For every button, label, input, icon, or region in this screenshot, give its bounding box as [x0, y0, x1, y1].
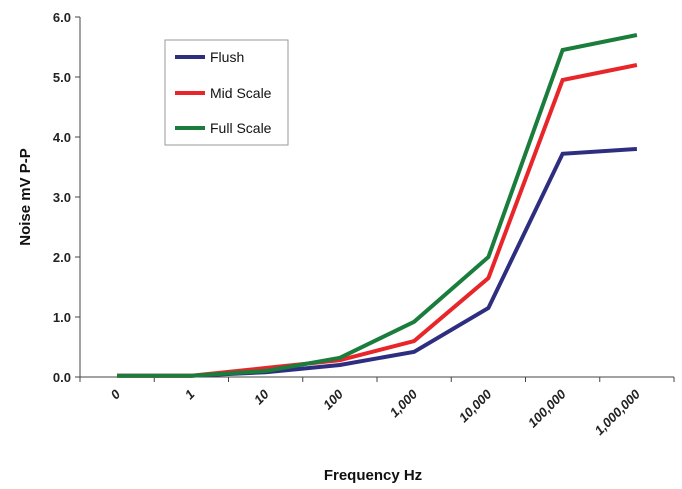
- legend-item-full-scale: Full Scale: [175, 120, 272, 136]
- y-tick-label: 1.0: [53, 310, 71, 325]
- legend-item-mid-scale: Mid Scale: [175, 85, 272, 101]
- legend: Flush Mid Scale Full Scale: [164, 39, 289, 146]
- x-tick-label: 1,000: [387, 386, 421, 420]
- y-tick-label: 0.0: [53, 370, 71, 385]
- legend-label-mid-scale: Mid Scale: [210, 85, 272, 101]
- y-axis-title: Noise mV P-P: [17, 148, 34, 246]
- y-tick-label: 3.0: [53, 190, 71, 205]
- series-line-full-scale: [117, 33, 638, 378]
- y-tick-label: 4.0: [53, 130, 71, 145]
- x-tick-label: 100,000: [525, 386, 569, 430]
- series-lines: [117, 33, 638, 378]
- x-axis-title: Frequency Hz: [324, 467, 422, 484]
- legend-label-flush: Flush: [210, 49, 244, 65]
- y-tick-label: 2.0: [53, 250, 71, 265]
- x-axis-ticks: 0 1 10 100 1,000 10,000 100,000 1,000,000: [79, 377, 675, 438]
- x-tick-label: 10,000: [456, 386, 495, 425]
- y-tick-label: 6.0: [53, 10, 71, 25]
- x-tick-label: 1: [182, 387, 198, 403]
- x-tick-label: 100: [320, 386, 346, 412]
- x-tick-label: 0: [108, 386, 124, 402]
- x-tick-label: 1,000,000: [591, 386, 643, 438]
- y-tick-label: 5.0: [53, 70, 71, 85]
- legend-item-flush: Flush: [175, 49, 244, 65]
- x-tick-label: 10: [251, 386, 272, 407]
- y-axis-ticks: 0.0 1.0 2.0 3.0 4.0 5.0 6.0: [53, 10, 80, 385]
- legend-label-full-scale: Full Scale: [210, 120, 272, 136]
